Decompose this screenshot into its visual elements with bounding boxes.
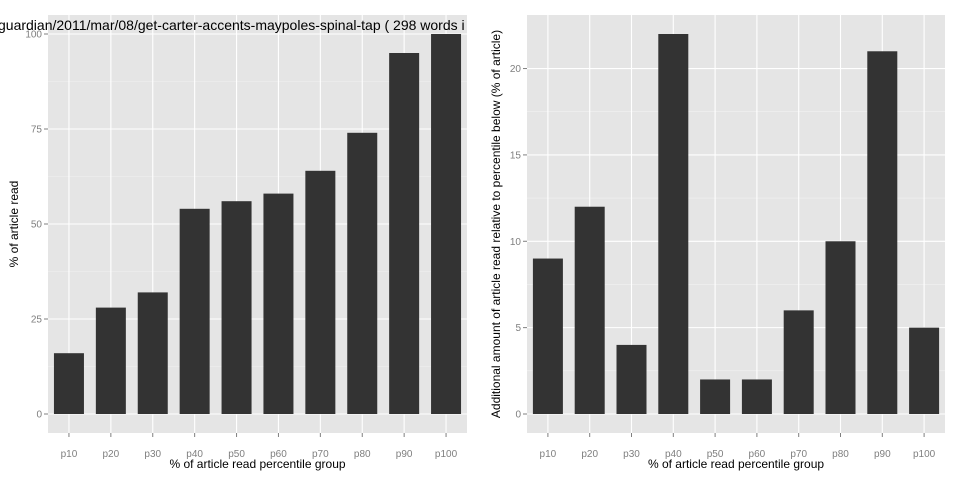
x-tick-label: p40 bbox=[186, 449, 203, 460]
chart-title: guardian/2011/mar/08/get-carter-accents-… bbox=[0, 17, 465, 33]
x-axis-title: % of article read percentile group bbox=[169, 457, 345, 471]
bar-p40 bbox=[179, 208, 210, 414]
x-tick-label: p50 bbox=[228, 449, 245, 460]
x-tick-label: p10 bbox=[61, 449, 78, 460]
bar-p80 bbox=[347, 132, 378, 415]
x-tick-label: p40 bbox=[665, 449, 682, 460]
bar-p50 bbox=[700, 379, 731, 414]
bar-p100 bbox=[909, 327, 940, 414]
x-tick-label: p30 bbox=[623, 449, 640, 460]
x-tick-label: p80 bbox=[354, 449, 371, 460]
bar-p60 bbox=[263, 193, 294, 414]
bar-p60 bbox=[741, 379, 772, 414]
bar-p50 bbox=[221, 201, 252, 414]
x-tick-label: p100 bbox=[435, 449, 458, 460]
bar-p70 bbox=[305, 170, 336, 414]
chart-panel-2: 0 5 10 15 20 p10 p20 p30 p40 p50 p60 p70 p80 p90 p100%… bbox=[489, 15, 945, 471]
bar-p20 bbox=[95, 307, 126, 414]
x-tick-label: p10 bbox=[540, 449, 557, 460]
bar-p10 bbox=[532, 258, 563, 414]
x-tick-label: p90 bbox=[396, 449, 413, 460]
bar-p90 bbox=[389, 53, 420, 414]
x-tick-label: p90 bbox=[874, 449, 891, 460]
y-tick-label: 5 bbox=[515, 323, 521, 334]
x-tick-label: p60 bbox=[749, 449, 766, 460]
x-tick-label: p70 bbox=[312, 449, 329, 460]
x-axis-title: % of article read percentile group bbox=[648, 457, 824, 471]
chart-panel-1: 0 25 50 75 100 p10 p20 p30 p40 p50 p60 p70 p80 p90 p10… bbox=[7, 15, 467, 471]
x-tick-label: p70 bbox=[790, 449, 807, 460]
y-tick-label: 0 bbox=[515, 410, 521, 421]
x-tick-label: p30 bbox=[144, 449, 161, 460]
bar-p30 bbox=[137, 292, 168, 414]
x-tick-label: p60 bbox=[270, 449, 287, 460]
x-tick-label: p50 bbox=[707, 449, 724, 460]
bar-p40 bbox=[658, 34, 689, 414]
bar-p90 bbox=[867, 51, 898, 414]
x-tick-label: p100 bbox=[913, 449, 936, 460]
y-tick-label: 10 bbox=[510, 237, 522, 248]
y-axis-title: Additional amount of article read relati… bbox=[489, 30, 503, 418]
y-tick-label: 20 bbox=[510, 64, 522, 75]
x-tick-label: p20 bbox=[581, 449, 598, 460]
x-tick-label: p80 bbox=[832, 449, 849, 460]
bar-p70 bbox=[783, 310, 814, 414]
y-tick-label: 75 bbox=[31, 125, 43, 136]
bar-p30 bbox=[616, 344, 647, 414]
y-tick-label: 100 bbox=[25, 30, 42, 41]
bar-p20 bbox=[574, 206, 605, 414]
y-tick-label: 25 bbox=[31, 315, 43, 326]
y-tick-label: 50 bbox=[31, 220, 43, 231]
bar-p100 bbox=[431, 34, 462, 414]
bar-p10 bbox=[53, 353, 84, 414]
y-tick-label: 0 bbox=[36, 410, 42, 421]
bar-p80 bbox=[825, 241, 856, 414]
x-tick-label: p20 bbox=[103, 449, 120, 460]
y-axis-title: % of article read bbox=[7, 181, 21, 268]
y-tick-label: 15 bbox=[510, 150, 522, 161]
